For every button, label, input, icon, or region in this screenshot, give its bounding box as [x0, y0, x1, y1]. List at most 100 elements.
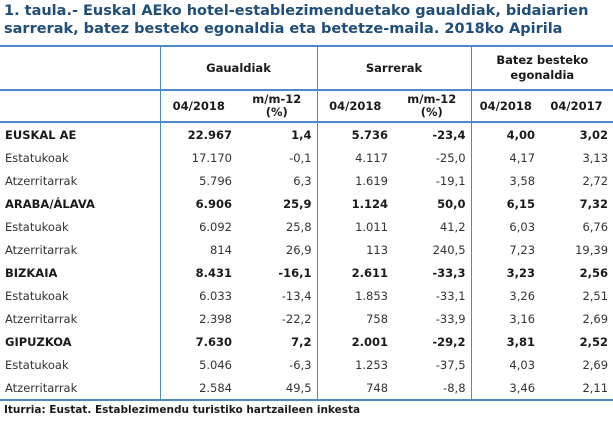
table-cell: 7.630 — [159, 330, 237, 353]
table-cell: 6.033 — [159, 284, 237, 307]
table-cell: 7,23 — [470, 238, 541, 261]
table-cell: 25,9 — [283, 196, 312, 211]
table-cell: -33,3 — [432, 265, 466, 280]
row-label: Atzerritarrak — [5, 173, 78, 188]
table-cell: 2,51 — [582, 288, 609, 303]
statistics-table: Gaualdiak Sarrerak Batez besteko egonald… — [0, 45, 613, 401]
table-cell: 4,03 — [470, 353, 541, 376]
table-cell: -33,9 — [435, 311, 466, 326]
table-cell: 2,11 — [582, 380, 609, 395]
table-cell: 6,3 — [293, 173, 312, 188]
region-label: GIPUZKOA — [5, 334, 72, 349]
table-cell: 4,00 — [470, 122, 541, 146]
table-cell: 4,17 — [470, 146, 541, 169]
table-cell: 7,2 — [291, 334, 312, 349]
header-group-gaualdiak: Gaualdiak — [159, 46, 318, 90]
column-header: 04/2017 — [550, 98, 603, 113]
row-label: Atzerritarrak — [5, 311, 78, 326]
table-cell: 6,15 — [470, 192, 541, 215]
header-corner-2 — [0, 90, 160, 122]
table-cell: 2,72 — [582, 173, 609, 188]
table-cell: 2,56 — [579, 265, 609, 280]
table-row-region: GIPUZKOA 7.630 7,2 2.001 -29,2 3,81 2,52 — [0, 330, 613, 353]
table-cell: 1.011 — [316, 215, 394, 238]
table-cell: 1.124 — [316, 192, 394, 215]
table-cell: -6,3 — [289, 357, 312, 372]
column-header: m/m-12 (%) — [407, 92, 457, 119]
table-row-region: EUSKAL AE 22.967 1,4 5.736 -23,4 4,00 3,… — [0, 122, 613, 146]
table-cell: 50,0 — [437, 196, 466, 211]
table-cell: 6,76 — [582, 219, 609, 234]
table-cell: 4.117 — [316, 146, 394, 169]
table-cell: 3,81 — [470, 330, 541, 353]
table-cell: -23,4 — [432, 127, 466, 142]
table-cell: 3,02 — [579, 127, 609, 142]
table-cell: 26,9 — [285, 242, 312, 257]
row-label: Estatukoak — [5, 357, 69, 372]
source-note: Iturria: Eustat. Establezimendu turistik… — [4, 404, 361, 416]
table-cell: 6.906 — [159, 192, 237, 215]
table-row: Atzerritarrak 814 26,9 113 240,5 7,23 19… — [0, 238, 613, 261]
table-row: Estatukoak 5.046 -6,3 1.253 -37,5 4,03 2… — [0, 353, 613, 376]
table-cell: 19,39 — [575, 242, 609, 257]
table-cell: -16,1 — [278, 265, 312, 280]
table-cell: 2,69 — [582, 357, 609, 372]
table-cell: 5.046 — [159, 353, 237, 376]
table-cell: 748 — [316, 376, 394, 400]
row-label: Estatukoak — [5, 150, 69, 165]
table-cell: 758 — [316, 307, 394, 330]
row-label: Atzerritarrak — [5, 242, 78, 257]
table-cell: 3,58 — [470, 169, 541, 192]
column-header: 04/2018 — [159, 90, 237, 122]
region-label: BIZKAIA — [5, 265, 58, 280]
table-row: Estatukoak 17.170 -0,1 4.117 -25,0 4,17 … — [0, 146, 613, 169]
table-cell: 2,69 — [582, 311, 609, 326]
table-cell: 3,16 — [470, 307, 541, 330]
table-cell: -0,1 — [289, 150, 312, 165]
region-label: EUSKAL AE — [5, 127, 77, 142]
table-cell: 8.431 — [159, 261, 237, 284]
table-cell: 2.611 — [316, 261, 394, 284]
region-label: ARABA/ÁLAVA — [5, 196, 95, 211]
table-cell: 113 — [316, 238, 394, 261]
table-cell: 2.001 — [316, 330, 394, 353]
table-cell: 1.619 — [316, 169, 394, 192]
table-cell: 2.584 — [159, 376, 237, 400]
table-row-region: ARABA/ÁLAVA 6.906 25,9 1.124 50,0 6,15 7… — [0, 192, 613, 215]
table-cell: -37,5 — [435, 357, 466, 372]
table-cell: -8,8 — [443, 380, 466, 395]
table-cell: 3,23 — [470, 261, 541, 284]
header-group-egonaldia: Batez besteko egonaldia — [470, 46, 613, 90]
table-row: Atzerritarrak 5.796 6,3 1.619 -19,1 3,58… — [0, 169, 613, 192]
column-header: 04/2018 — [316, 90, 394, 122]
table-cell: 3,46 — [470, 376, 541, 400]
row-label: Estatukoak — [5, 288, 69, 303]
row-label: Estatukoak — [5, 219, 69, 234]
table-cell: -22,2 — [281, 311, 312, 326]
table-cell: 1.253 — [316, 353, 394, 376]
table-cell: 1,4 — [291, 127, 312, 142]
table-cell: -33,1 — [435, 288, 466, 303]
column-header: 04/2018 — [470, 90, 541, 122]
table-cell: 41,2 — [439, 219, 466, 234]
table-cell: -19,1 — [435, 173, 466, 188]
table-row-region: BIZKAIA 8.431 -16,1 2.611 -33,3 3,23 2,5… — [0, 261, 613, 284]
header-corner — [0, 46, 160, 90]
table-cell: 25,8 — [285, 219, 312, 234]
table-row: Estatukoak 6.092 25,8 1.011 41,2 6,03 6,… — [0, 215, 613, 238]
table-cell: 5.796 — [159, 169, 237, 192]
row-label: Atzerritarrak — [5, 380, 78, 395]
table-cell: -13,4 — [281, 288, 312, 303]
table-cell: 2,52 — [579, 334, 609, 349]
table-title: 1. taula.- Euskal AEko hotel-establezime… — [4, 3, 589, 37]
header-group-sarrerak: Sarrerak — [316, 46, 472, 90]
table-cell: 3,13 — [582, 150, 609, 165]
column-header: m/m-12 (%) — [252, 92, 302, 119]
table-cell: 22.967 — [159, 122, 237, 146]
table-cell: 49,5 — [285, 380, 312, 395]
table-cell: 814 — [159, 238, 237, 261]
table-cell: 7,32 — [579, 196, 609, 211]
table-cell: 6.092 — [159, 215, 237, 238]
table-row: Atzerritarrak 2.584 49,5 748 -8,8 3,46 2… — [0, 376, 613, 400]
table-row: Estatukoak 6.033 -13,4 1.853 -33,1 3,26 … — [0, 284, 613, 307]
